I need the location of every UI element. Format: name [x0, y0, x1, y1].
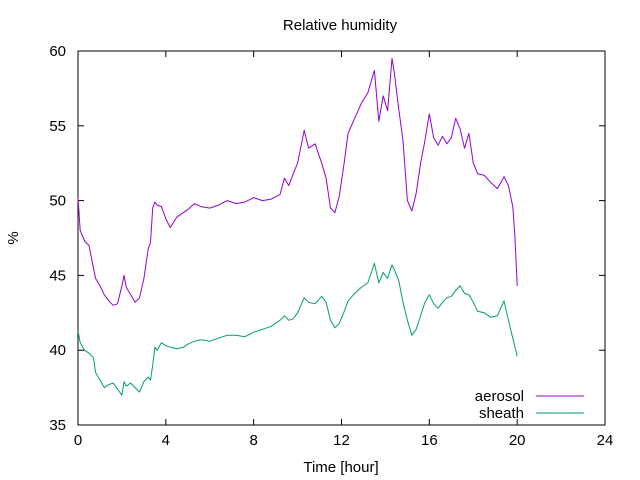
series-layer [77, 58, 518, 396]
y-tick-label: 55 [49, 118, 66, 135]
axis-ticks: 0 4 8 12 16 20 24 35 40 45 50 55 60 [49, 43, 613, 449]
x-tick-label: 20 [509, 432, 526, 449]
y-tick-label: 45 [49, 267, 66, 284]
y-tick-label: 35 [49, 417, 66, 434]
x-tick-label: 8 [249, 432, 257, 449]
x-tick-label: 16 [421, 432, 438, 449]
plot-frame [77, 50, 606, 426]
series-line-sheath [77, 262, 518, 396]
plot-border [77, 50, 606, 426]
y-tick-label: 50 [49, 193, 66, 210]
y-axis-label: % [5, 231, 22, 244]
legend-label-aerosol: aerosol [475, 388, 524, 405]
chart-title: Relative humidity [283, 17, 398, 34]
y-tick-label: 60 [49, 43, 66, 60]
x-tick-label: 0 [74, 432, 82, 449]
x-tick-label: 4 [162, 432, 170, 449]
legend-label-sheath: sheath [479, 405, 524, 422]
y-tick-label: 40 [49, 342, 66, 359]
x-tick-label: 24 [597, 432, 614, 449]
x-axis-label: Time [hour] [303, 459, 378, 476]
x-tick-label: 12 [333, 432, 350, 449]
series-line-aerosol [77, 58, 518, 306]
